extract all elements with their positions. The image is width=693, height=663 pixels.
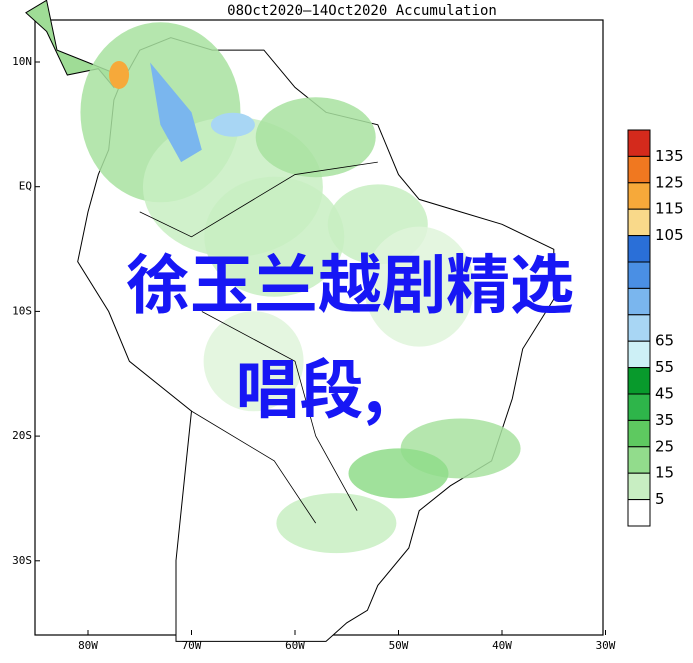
colorbar-label: 115 (655, 200, 684, 218)
overlay-line2: 唱段, (236, 339, 385, 431)
lat-label: 30S (12, 554, 32, 567)
lat-label: 20S (12, 429, 32, 442)
colorbar-box (627, 208, 651, 237)
lon-label: 60W (285, 639, 305, 652)
colorbar-box (627, 472, 651, 501)
colorbar-label: 105 (655, 226, 684, 244)
colorbar-box (627, 393, 651, 421)
lon-label: 50W (389, 639, 409, 652)
colorbar-label: 45 (655, 385, 674, 403)
rain-area (364, 226, 475, 347)
rain-core (150, 62, 202, 163)
colorbar-box (627, 129, 651, 157)
colorbar-box (627, 287, 651, 316)
rain-area (255, 97, 376, 178)
lat-label: 10S (12, 304, 32, 317)
colorbar-box (627, 235, 651, 263)
colorbar-box (627, 155, 651, 184)
lat-label: EQ (19, 180, 32, 193)
colorbar-label: 15 (655, 464, 674, 482)
lon-label: 40W (492, 639, 512, 652)
colorbar-label: 135 (655, 147, 684, 165)
rain-area (276, 493, 397, 554)
colorbar-box (627, 261, 651, 289)
rain-area (203, 311, 304, 412)
rain-area (204, 176, 345, 297)
rain-area (348, 448, 449, 499)
colorbar-box (627, 314, 651, 342)
colorbar-label: 65 (655, 332, 674, 350)
rain-core (109, 60, 130, 89)
colorbar-label: 125 (655, 173, 684, 191)
colorbar-label: 5 (655, 490, 665, 508)
colorbar-box (627, 419, 651, 448)
colorbar-box (627, 446, 651, 474)
map-title: 08Oct2020—14Oct2020 Accumulation (227, 3, 497, 19)
lat-label: 10N (12, 55, 32, 68)
overlay-line1: 徐玉兰越剧精选 (126, 234, 574, 326)
rain-core (210, 112, 255, 137)
land (25, 0, 555, 642)
colorbar-box (627, 340, 651, 369)
colorbar-label: 25 (655, 437, 674, 455)
colorbar-label: 35 (655, 411, 674, 429)
colorbar-box (627, 182, 651, 210)
colorbar-box (627, 367, 651, 395)
colorbar-label: 55 (655, 358, 674, 376)
lon-label: 30W (596, 639, 616, 652)
colorbar-box (627, 499, 651, 527)
boundaries (139, 161, 378, 524)
lon-label: 80W (78, 639, 98, 652)
lon-label: 70W (182, 639, 202, 652)
